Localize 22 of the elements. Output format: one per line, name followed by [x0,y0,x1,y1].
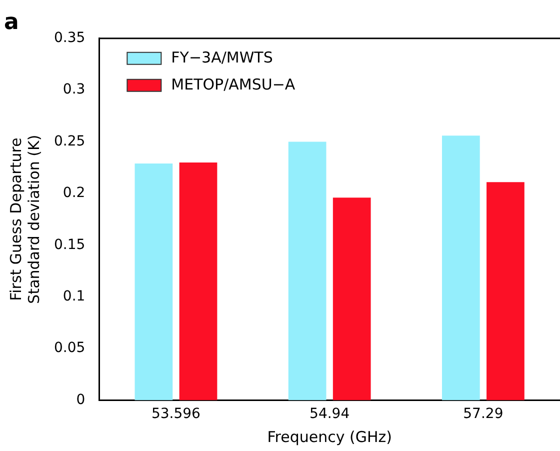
bar [486,182,524,400]
y-tick-label: 0.25 [54,133,86,150]
y-axis-title: First Guess Departure Standard deviation (K) [6,134,43,304]
x-tick-label: 53.596 [151,406,201,422]
chart-title: a [4,10,19,35]
x-axis-title: Frequency (GHz) [267,428,392,446]
y-tick-label: 0.15 [54,236,86,253]
y-tick-label: 0 [76,392,86,408]
y-tick-label: 0.3 [62,82,86,98]
bar [442,136,480,400]
y-tick-label: 0.1 [62,288,86,304]
y-tick-label: 0.35 [54,30,86,46]
x-tick-label: 57.29 [463,406,504,422]
y-tick-label: 0.05 [54,340,86,356]
bar [288,142,326,400]
x-tick-label: 54.94 [310,406,350,422]
y-tick-label: 0.2 [62,185,86,202]
legend-label: METOP/AMSU−A [171,75,296,94]
legend-label: FY−3A/MWTS [171,48,273,66]
bar [134,163,173,400]
bar [332,198,371,400]
bar [179,162,218,400]
